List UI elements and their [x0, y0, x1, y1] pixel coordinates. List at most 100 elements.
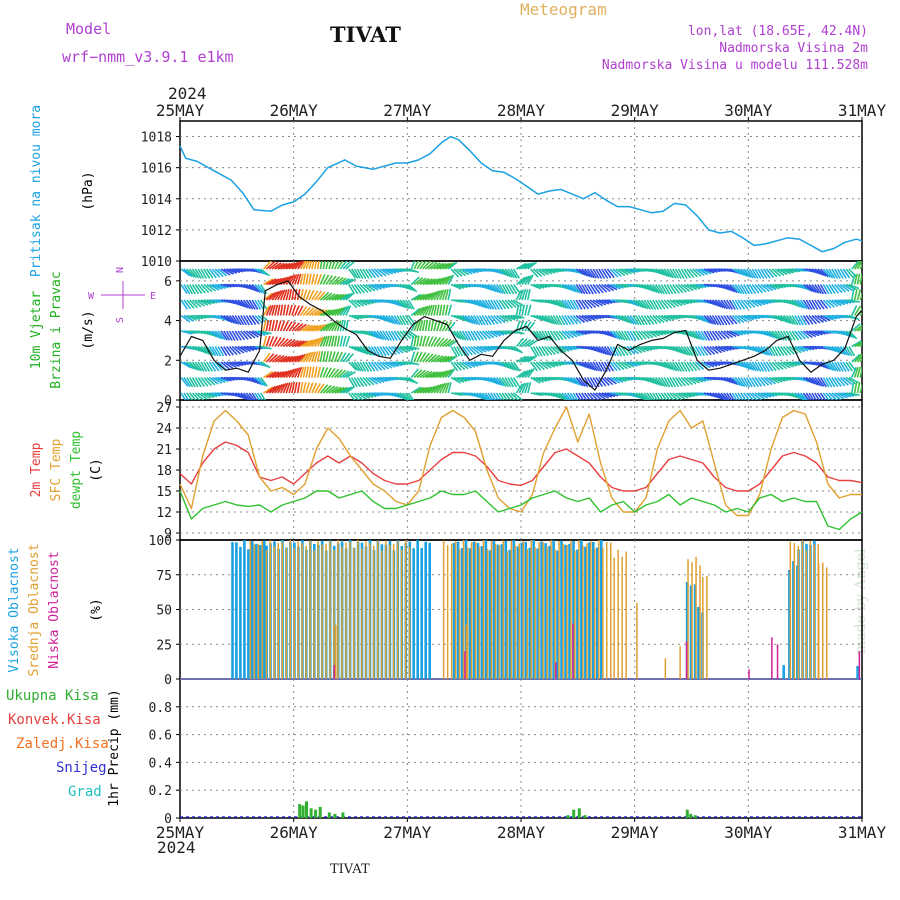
wind-barb [646, 330, 658, 338]
wind-barb [683, 392, 695, 398]
wind-barb [527, 261, 537, 270]
wind-barb [507, 299, 517, 308]
cloud-bar-0 [697, 606, 700, 679]
wind-barb [842, 376, 853, 386]
wind-barb [788, 299, 799, 307]
wind-barb [777, 268, 788, 276]
wind-barb [777, 361, 788, 370]
wind-barb [586, 392, 595, 400]
wind-barb [248, 299, 256, 310]
wind-barb [672, 345, 683, 354]
wind-barb [544, 314, 554, 325]
wind-barb [353, 284, 362, 294]
wind-barb [570, 330, 581, 337]
wind-barb [362, 299, 374, 305]
wind-barb [337, 386, 348, 394]
wind-barb [734, 268, 745, 276]
wind-barb [410, 261, 416, 270]
wind-barb [351, 392, 360, 400]
wind-barb [816, 284, 825, 295]
wind-barb [663, 377, 671, 388]
cloud-bar-0 [584, 546, 587, 679]
wind-barb [279, 304, 284, 316]
wind-barb [836, 268, 844, 279]
cloud-bar-1 [566, 545, 568, 679]
cloud-bar-0 [512, 540, 516, 679]
wind-barb [837, 283, 847, 293]
wind-barb [853, 289, 858, 301]
wind-barb [797, 315, 804, 326]
cloud-bar-0 [524, 541, 527, 679]
wind-barb [408, 268, 420, 274]
wind-barb [768, 376, 780, 384]
wind-barb [527, 368, 535, 378]
cloud-bar-0 [412, 548, 415, 679]
wind-barb [226, 314, 235, 324]
wind-barb [350, 377, 358, 388]
wind-barb [285, 289, 290, 301]
wind-barb [439, 369, 449, 379]
wind-barb [512, 377, 521, 388]
cloud-bar-1 [574, 550, 576, 679]
wind-barb [695, 268, 705, 277]
wind-barb [515, 337, 525, 348]
wind-barb [749, 299, 759, 308]
wind-barb [345, 335, 351, 347]
wind-barb [447, 274, 455, 285]
cloud-bar-1 [450, 543, 453, 679]
wind-barb [285, 382, 291, 394]
wind-barb [533, 376, 544, 383]
wind-barb [507, 361, 516, 371]
wind-barb [680, 345, 689, 356]
precip-bar [693, 815, 697, 818]
cloud-bar-1 [562, 543, 564, 679]
wind-barb [279, 320, 286, 332]
wind-barb [487, 315, 496, 325]
wind-barb [532, 346, 540, 357]
wind-barb [416, 386, 427, 394]
wind-barb [510, 377, 518, 388]
wind-barb [416, 293, 427, 301]
wind-barb [658, 361, 669, 369]
wind-barb [854, 353, 862, 363]
wind-barb [206, 361, 214, 372]
wind-barb [299, 305, 308, 316]
wind-barb [441, 304, 446, 316]
wind-barb [857, 327, 862, 332]
wind-barb [831, 284, 840, 294]
wind-barb [675, 345, 685, 355]
wind-barb [280, 370, 290, 379]
wind-barb [524, 274, 532, 285]
wind-barb [859, 329, 862, 332]
wind-barb [447, 304, 452, 316]
wind-barb [271, 304, 276, 316]
y-tick-label: 50 [156, 604, 172, 619]
wind-barb [328, 308, 339, 317]
wind-barb [527, 304, 532, 316]
wind-barb [231, 345, 242, 355]
wind-barb [368, 283, 379, 291]
wind-barb [436, 337, 445, 348]
wind-barb [302, 366, 307, 378]
cloud-bar-0 [496, 544, 500, 679]
wind-barb [297, 261, 305, 270]
wind-barb [254, 314, 264, 325]
wind-barb [660, 361, 671, 370]
wind-barb [763, 330, 774, 338]
wind-barb [481, 330, 491, 340]
wind-barb [237, 315, 245, 326]
cloud-bar-0 [504, 540, 508, 679]
wind-barb [200, 345, 210, 355]
wind-barb [794, 330, 803, 341]
wind-barb [592, 345, 603, 354]
wind-barb [316, 291, 326, 301]
wind-barb [495, 299, 503, 310]
wind-barb [191, 361, 201, 372]
wind-barb [479, 345, 490, 352]
wind-barb [240, 345, 252, 352]
wind-barb [626, 315, 635, 325]
wind-barb [206, 283, 217, 292]
wind-barb [737, 284, 745, 295]
wind-barb [243, 330, 253, 340]
wind-barb [334, 276, 344, 286]
